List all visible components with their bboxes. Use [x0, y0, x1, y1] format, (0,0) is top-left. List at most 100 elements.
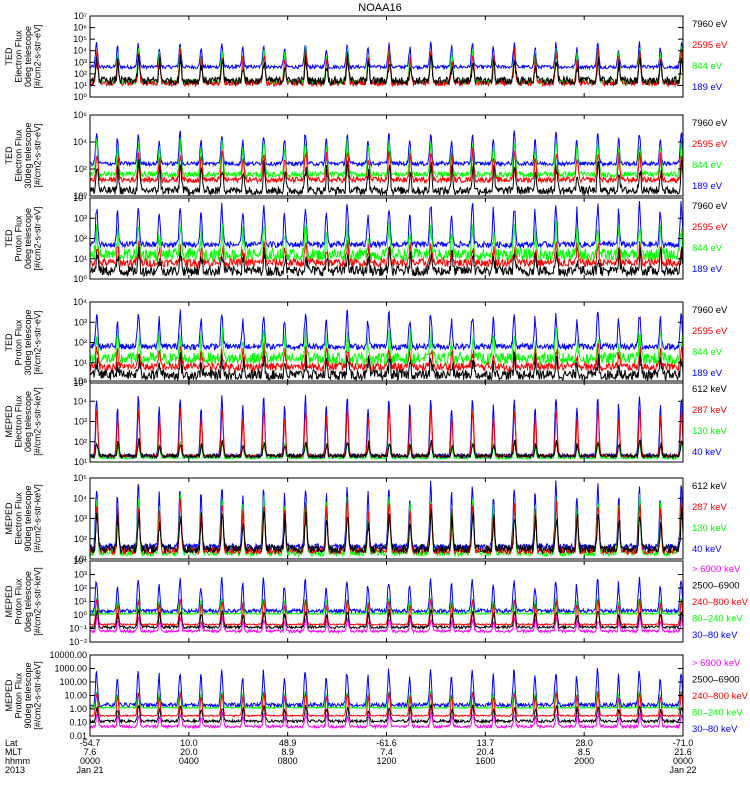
series-trace-2-3	[90, 138, 683, 179]
y-tick-label: 10⁴	[73, 396, 87, 406]
y-tick-label: 10²	[74, 583, 87, 593]
y-label-line: [#/cm2-s-str-keV]	[33, 387, 43, 456]
y-tick-label: 10⁻¹	[69, 624, 87, 634]
panel-y-label: TEDElectron Flux0deg telescope[#/cm2-s-s…	[4, 24, 43, 88]
series-trace-2-4	[90, 130, 683, 168]
panel-4: 10⁰ 10¹ 10² 10³ 10⁴ TEDProton Flux30deg teles…	[4, 297, 728, 388]
panel-y-label: MEPEDProton Flux90deg telescope[#/cm2-s-…	[4, 661, 43, 730]
legend-entry: 287 keV	[692, 405, 728, 416]
legend-entry: 2500–6900	[692, 581, 740, 592]
panel-y-label: TEDProton Flux0deg telescope[#/cm2-s-str…	[4, 206, 43, 270]
series-trace-7-5	[90, 576, 683, 615]
legend-entry: 844 eV	[692, 160, 723, 171]
y-label-line: [#/cm2-s-str-keV]	[33, 567, 43, 636]
y-tick-label: 10³	[74, 213, 87, 223]
legend-entry: 80–240 keV	[692, 614, 743, 625]
panel-7: 10⁻² 10⁻¹ 10⁰ 10¹ 10² 10³ 10⁴ MEPEDProton Flux0…	[4, 556, 749, 647]
series-trace-7-2	[90, 607, 683, 631]
mlt-value: 21.6	[674, 747, 692, 757]
mlt-value: 8.9	[281, 747, 294, 757]
y-tick-label: 10³	[74, 417, 87, 427]
y-label-line: Electron Flux	[14, 492, 24, 545]
series-trace-8-1	[90, 711, 683, 730]
y-label-line: Electron Flux	[14, 395, 24, 448]
series-trace-4-2	[90, 342, 683, 373]
hhmm-value: 2000	[574, 756, 594, 766]
figure-title: NOAA16	[358, 2, 401, 14]
y-label-line: 0deg telescope	[23, 208, 33, 269]
series-trace-2-1	[90, 159, 683, 196]
y-label-line: MEPED	[4, 585, 14, 618]
y-tick-label: 10³	[74, 57, 87, 67]
panel-2: 10⁰ 10² 10⁴ 10⁶ TEDElectron Flux30deg telesc…	[4, 110, 728, 201]
y-tick-label: 10⁰	[73, 92, 87, 102]
series-trace-7-4	[90, 596, 683, 616]
y-tick-label: 100.00	[59, 677, 87, 687]
legend-entry: 189 eV	[692, 82, 723, 93]
y-label-line: [#/cm2-s-str-eV]	[33, 123, 43, 187]
series-trace-3-2	[90, 239, 683, 269]
legend-entry: 612 keV	[692, 481, 728, 492]
series-trace-4-3	[90, 327, 683, 367]
series-trace-6-1	[90, 507, 683, 555]
y-tick-label: 10⁵	[73, 376, 87, 386]
series-trace-4-4	[90, 309, 683, 352]
legend-entry: 7960 eV	[692, 118, 728, 129]
y-tick-label: 10⁷	[74, 11, 87, 21]
series-trace-8-5	[90, 668, 683, 709]
y-tick-label: 10⁰	[73, 610, 87, 620]
y-tick-label: 10⁴	[73, 556, 87, 566]
lat-value: 13.7	[477, 738, 495, 748]
y-label-line: 30deg telescope	[23, 309, 33, 375]
y-tick-label: 10⁶	[73, 110, 87, 120]
lat-value: -61.6	[376, 738, 397, 748]
y-tick-label: 10²	[74, 338, 87, 348]
y-label-line: Electron Flux	[14, 30, 24, 83]
y-label-line: Electron Flux	[14, 129, 24, 182]
panel-y-label: MEPEDProton Flux0deg telescope[#/cm2-s-s…	[4, 567, 43, 636]
y-label-line: [#/cm2-s-str-eV]	[33, 310, 43, 374]
y-label-line: [#/cm2-s-str-eV]	[33, 206, 43, 270]
series-trace-8-2	[90, 702, 683, 725]
y-tick-label: 10⁴	[73, 193, 87, 203]
series-trace-8-4	[90, 689, 683, 710]
legend-entry: 40 keV	[692, 447, 722, 458]
y-label-line: 90deg telescope	[23, 485, 33, 551]
panel-5: 10¹ 10² 10³ 10⁴ 10⁵ MEPEDElectron Flux0deg te…	[4, 376, 728, 467]
y-tick-label: 10⁵	[73, 34, 87, 44]
y-tick-label: 10¹	[74, 254, 87, 264]
y-label-line: MEPED	[4, 405, 14, 438]
legend-entry: 2500–6900	[692, 675, 740, 686]
y-tick-label: 10⁰	[73, 378, 87, 388]
series-trace-5-2	[90, 408, 683, 459]
legend-entry: 40 keV	[692, 544, 722, 555]
y-tick-label: 10³	[74, 570, 87, 580]
y-tick-label: 10.00	[64, 691, 87, 701]
legend-entry: 240–800 keV	[692, 597, 749, 608]
series-trace-7-3	[90, 598, 683, 627]
legend-entry: 2595 eV	[692, 326, 728, 337]
y-tick-label: 10⁵	[73, 473, 87, 483]
y-tick-label: 10000.00	[49, 650, 87, 660]
panel-y-label: MEPEDElectron Flux0deg telescope[#/cm2-s…	[4, 387, 43, 456]
y-tick-label: 10⁻²	[69, 637, 87, 647]
y-tick-label: 10²	[74, 534, 87, 544]
y-label-line: TED	[4, 229, 14, 248]
y-tick-label: 10⁴	[73, 493, 87, 503]
hhmm-value: 0400	[179, 756, 199, 766]
y-label-line: [#/cm2-s-str-keV]	[33, 661, 43, 730]
legend-entry: 30–80 keV	[692, 724, 738, 735]
lat-value: 28.0	[575, 738, 593, 748]
legend-entry: 189 eV	[692, 368, 723, 379]
panel-y-label: TEDElectron Flux30deg telescope[#/cm2-s-…	[4, 122, 43, 188]
legend-entry: 130 keV	[692, 523, 728, 534]
y-label-line: TED	[4, 146, 14, 165]
series-trace-8-3	[90, 691, 683, 718]
hhmm-value: 1200	[376, 756, 396, 766]
y-label-line: 0deg telescope	[23, 26, 33, 87]
legend-entry: 30–80 keV	[692, 630, 738, 641]
y-tick-label: 10³	[74, 514, 87, 524]
y-tick-label: 10⁶	[73, 23, 87, 33]
y-tick-label: 10⁴	[73, 137, 87, 147]
